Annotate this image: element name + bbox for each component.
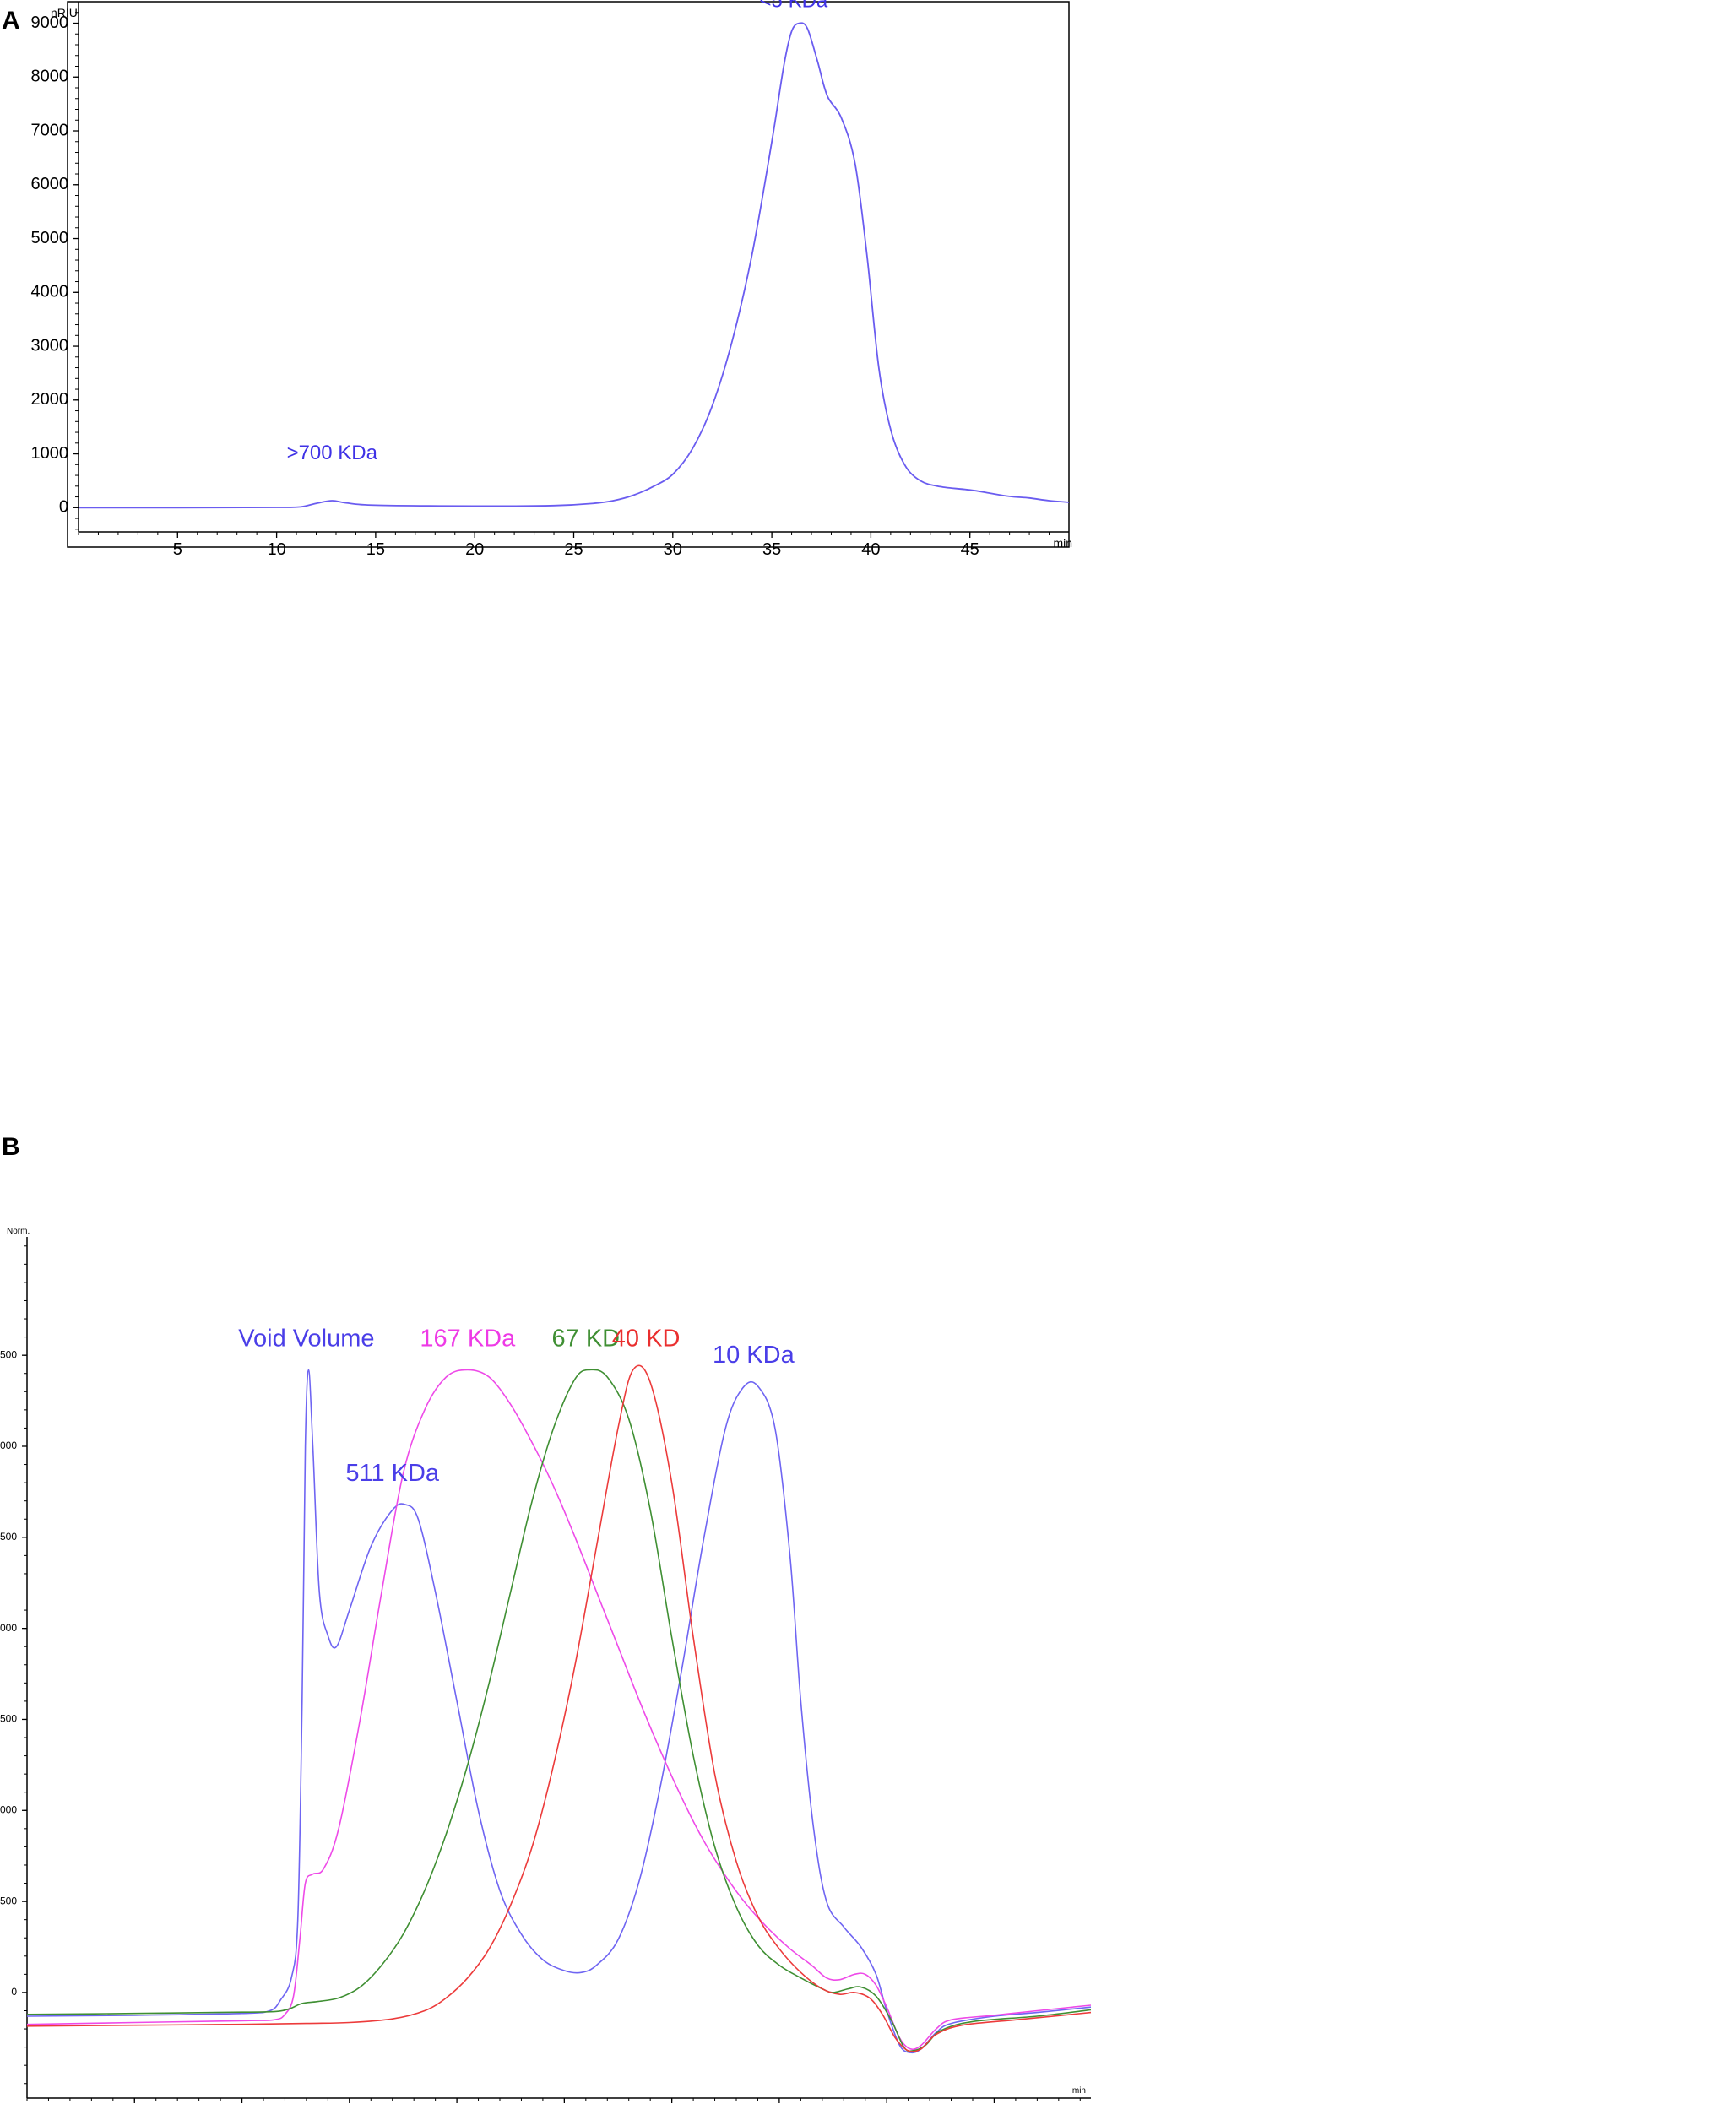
x-tick-label: 15 [366, 540, 385, 559]
y-tick-label: 8000 [31, 68, 69, 86]
plot-frame [67, 1, 1070, 548]
series-line-0 [26, 1369, 1092, 2054]
peak-annotation: 40 KD [612, 1325, 681, 1352]
x-tick-label: 5 [173, 540, 182, 559]
x-tick-label: 25 [564, 540, 583, 559]
panel-label-b: B [2, 1133, 20, 1161]
x-tick-label: 10 [267, 540, 285, 559]
y-tick-label: 1500 [0, 1713, 17, 1725]
series-line-2 [26, 1369, 1092, 2052]
x-axis-unit-label: min [1053, 536, 1072, 550]
peak-annotation: >700 KDa [287, 442, 378, 464]
chart-panel-a: 0 1000 2000 3000 4000 5000 6000 7000 8000 9000 5 10… [31, 0, 1073, 559]
series-line-0 [78, 22, 1070, 509]
y-axis-unit-label: nRIU [51, 6, 78, 19]
series-line-3 [26, 1364, 1092, 2052]
x-tick-label: 20 [465, 540, 484, 559]
x-tick-label: 45 [961, 540, 979, 559]
y-tick-label: 4000 [31, 283, 69, 301]
y-tick-label: 2000 [31, 390, 69, 409]
x-tick-label: 40 [861, 540, 880, 559]
y-tick-label: 0 [11, 1986, 17, 1998]
chart-panel-b: 0500100015002000250030003500510152025303… [0, 1227, 1092, 2103]
peak-annotation: 10 KDa [713, 1342, 795, 1369]
y-tick-label: 3000 [31, 336, 69, 355]
y-tick-label: 2000 [0, 1622, 17, 1634]
x-tick-label: 35 [762, 540, 781, 559]
peak-annotation: Void Volume [238, 1325, 374, 1352]
x-axis-unit-label: min [1072, 2086, 1086, 2096]
peak-annotation: 511 KDa [345, 1460, 440, 1487]
y-tick-label: 5000 [31, 229, 69, 247]
y-tick-label: 1000 [31, 444, 69, 463]
y-tick-label: 6000 [31, 175, 69, 193]
y-axis-unit-label: Norm. [7, 1227, 30, 1236]
peak-annotation: 67 KD [552, 1325, 621, 1352]
series-line-1 [26, 1369, 1092, 2051]
y-tick-label: 3500 [0, 1348, 17, 1360]
y-tick-label: 3000 [0, 1440, 17, 1451]
x-tick-label: 30 [664, 540, 682, 559]
y-tick-label: 1000 [0, 1803, 17, 1815]
y-tick-label: 2500 [0, 1531, 17, 1543]
panel-label-a: A [2, 7, 20, 35]
peak-annotation: <5 KDa [760, 0, 828, 12]
y-tick-label: 0 [59, 498, 68, 517]
peak-annotation: 167 KDa [420, 1325, 516, 1352]
y-tick-label: 9000 [31, 14, 69, 32]
y-tick-label: 500 [0, 1895, 17, 1906]
y-tick-label: 7000 [31, 121, 69, 139]
